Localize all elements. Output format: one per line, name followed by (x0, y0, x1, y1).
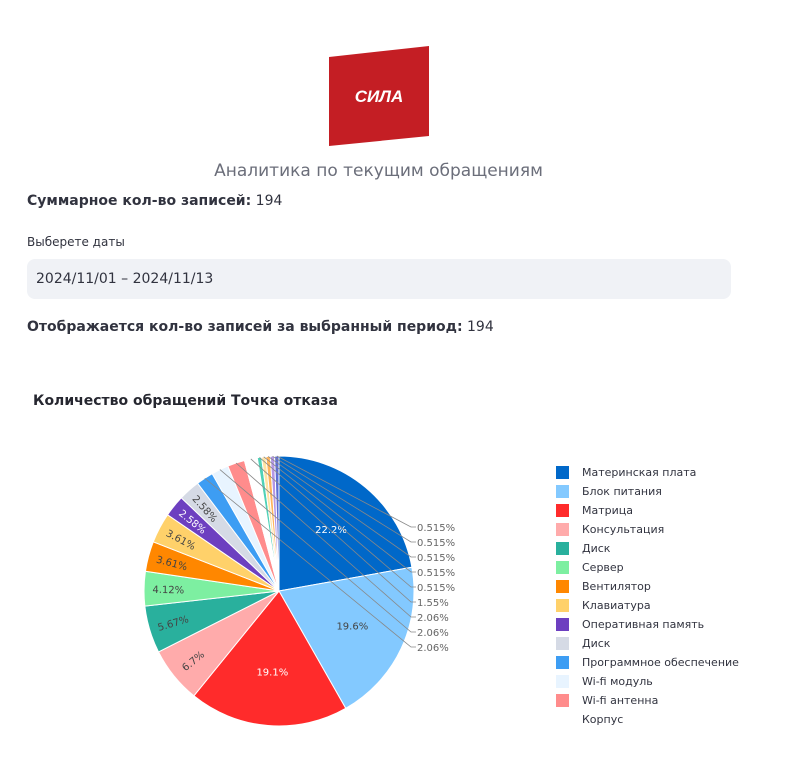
legend-swatch[interactable] (556, 656, 569, 669)
slice-label-connector (267, 456, 416, 558)
total-records: Суммарное кол-во записей: 194 (27, 193, 282, 209)
legend-label[interactable]: Блок питания (582, 485, 662, 498)
slice-label-connector (259, 457, 416, 588)
page-subtitle: Аналитика по текущим обращениям (214, 161, 543, 181)
chart-title: Количество обращений Точка отказа (33, 393, 338, 409)
legend-label[interactable]: Вентилятор (582, 580, 651, 593)
brand-logo-shape (329, 46, 429, 146)
legend-swatch[interactable] (556, 542, 569, 555)
date-range-input[interactable]: 2024/11/01 – 2024/11/13 (27, 259, 731, 299)
slice-data-label: 1.55% (417, 598, 449, 609)
pie-slice[interactable] (278, 455, 413, 592)
legend-swatch[interactable] (556, 618, 569, 631)
slice-data-label: 0.515% (417, 583, 455, 594)
slice-data-label: 2.06% (417, 628, 449, 639)
slice-label-connector (263, 456, 416, 573)
legend-swatch[interactable] (556, 637, 569, 650)
brand-logo: СИЛА (329, 46, 429, 146)
slice-data-label: 4.12% (152, 585, 184, 597)
slice-label-connector (250, 458, 416, 603)
period-records-value: 194 (467, 319, 494, 335)
legend-label[interactable]: Программное обеспечение (582, 656, 739, 669)
slice-data-label: 0.515% (417, 523, 455, 534)
slice-label-connector (276, 455, 416, 528)
legend-swatch[interactable] (556, 504, 569, 517)
legend-label[interactable]: Матрица (582, 504, 633, 517)
legend-label[interactable]: Корпус (582, 713, 623, 726)
slice-label-connector (204, 477, 416, 648)
pie-slice[interactable] (278, 566, 415, 710)
legend-label[interactable]: Материнская плата (582, 466, 696, 479)
legend-swatch[interactable] (556, 694, 569, 707)
legend-label[interactable]: Клавиатура (582, 599, 651, 612)
period-records-label: Отображается кол-во записей за выбранный… (27, 319, 463, 335)
slice-label-connector (235, 462, 416, 618)
legend-swatch[interactable] (556, 599, 569, 612)
legend-label[interactable]: Сервер (582, 561, 624, 574)
legend-swatch[interactable] (556, 580, 569, 593)
legend-swatch[interactable] (556, 561, 569, 574)
legend-label[interactable]: Оперативная память (582, 618, 704, 631)
legend-label[interactable]: Диск (582, 542, 611, 555)
legend-label[interactable]: Wi-fi антенна (582, 694, 658, 707)
slice-data-label: 0.515% (417, 553, 455, 564)
legend-label[interactable]: Консультация (582, 523, 664, 536)
brand-logo-text: СИЛА (355, 87, 403, 106)
slice-data-label: 2.06% (417, 613, 449, 624)
slice-data-label: 2.06% (417, 643, 449, 654)
slice-label-connector (219, 469, 416, 633)
legend-label[interactable]: Wi-fi модуль (582, 675, 653, 688)
date-picker-label: Выберете даты (27, 235, 125, 249)
legend-swatch[interactable] (556, 466, 569, 479)
legend-swatch[interactable] (556, 713, 569, 726)
pie-chart: 22.2%19.6%19.1%6.7%5.67%4.12%3.61%3.61%2… (143, 455, 739, 727)
total-records-value: 194 (255, 193, 283, 209)
slice-data-label: 19.1% (256, 668, 288, 679)
legend-swatch[interactable] (556, 675, 569, 688)
slice-data-label: 19.6% (336, 621, 368, 632)
total-records-label: Суммарное кол-во записей: (27, 193, 252, 209)
legend-swatch[interactable] (556, 485, 569, 498)
slice-label-connector (272, 455, 416, 543)
legend-swatch[interactable] (556, 523, 569, 536)
period-records: Отображается кол-во записей за выбранный… (27, 319, 494, 335)
slice-data-label: 0.515% (417, 538, 455, 549)
pie-slice[interactable] (193, 590, 347, 727)
slice-data-label: 0.515% (417, 568, 455, 579)
legend-label[interactable]: Диск (582, 637, 611, 650)
